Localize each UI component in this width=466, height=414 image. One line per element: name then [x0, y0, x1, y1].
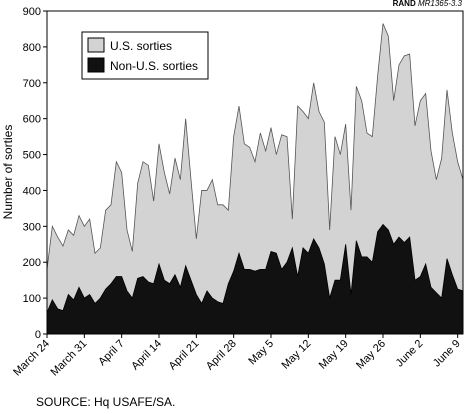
y-tick-label: 200 [23, 257, 41, 269]
y-tick-label: 0 [35, 329, 41, 341]
legend-label-us: U.S. sorties [110, 39, 172, 53]
x-tick-label: April 21 [167, 338, 202, 373]
x-tick-label: March 24 [11, 338, 52, 379]
legend-label-non-us: Non-U.S. sorties [110, 59, 198, 73]
x-tick-label: May 26 [354, 338, 388, 372]
y-tick-label: 500 [23, 150, 41, 162]
y-axis: 0 100 200 300 400 500 600 700 800 900 [23, 6, 47, 341]
y-axis-label: Number of sorties [1, 125, 15, 220]
x-tick-label: April 28 [204, 338, 239, 373]
plot-frame [46, 10, 464, 335]
x-tick-label: May 5 [246, 338, 276, 368]
report-org: RAND [392, 0, 416, 8]
y-tick-label: 700 [23, 78, 41, 90]
y-tick-label: 400 [23, 185, 41, 197]
report-code: MR1365-3.3 [417, 0, 462, 8]
non-us-sorties-area [46, 223, 464, 335]
x-tick-label: May 12 [279, 338, 313, 372]
x-tick-label: May 19 [317, 338, 351, 372]
report-id: RAND MR1365-3.3 [393, 0, 462, 8]
legend-swatch-us [87, 37, 105, 53]
x-tick-label: April 14 [129, 338, 164, 373]
area-layer [46, 23, 464, 335]
y-tick-label: 600 [23, 114, 41, 126]
y-tick-label: 100 [23, 293, 41, 305]
source-note: SOURCE: Hq USAFE/SA. [36, 395, 176, 409]
legend: U.S. sorties Non-U.S. sorties [81, 31, 209, 80]
x-tick-label: June 2 [394, 338, 426, 370]
y-tick-label: 800 [23, 42, 41, 54]
x-tick-label: April 7 [96, 338, 127, 369]
legend-swatch-non-us [87, 57, 105, 73]
x-tick-label: June 9 [431, 338, 463, 370]
y-tick-label: 900 [23, 6, 41, 18]
y-tick-label: 300 [23, 221, 41, 233]
x-tick-label: March 31 [49, 338, 90, 379]
